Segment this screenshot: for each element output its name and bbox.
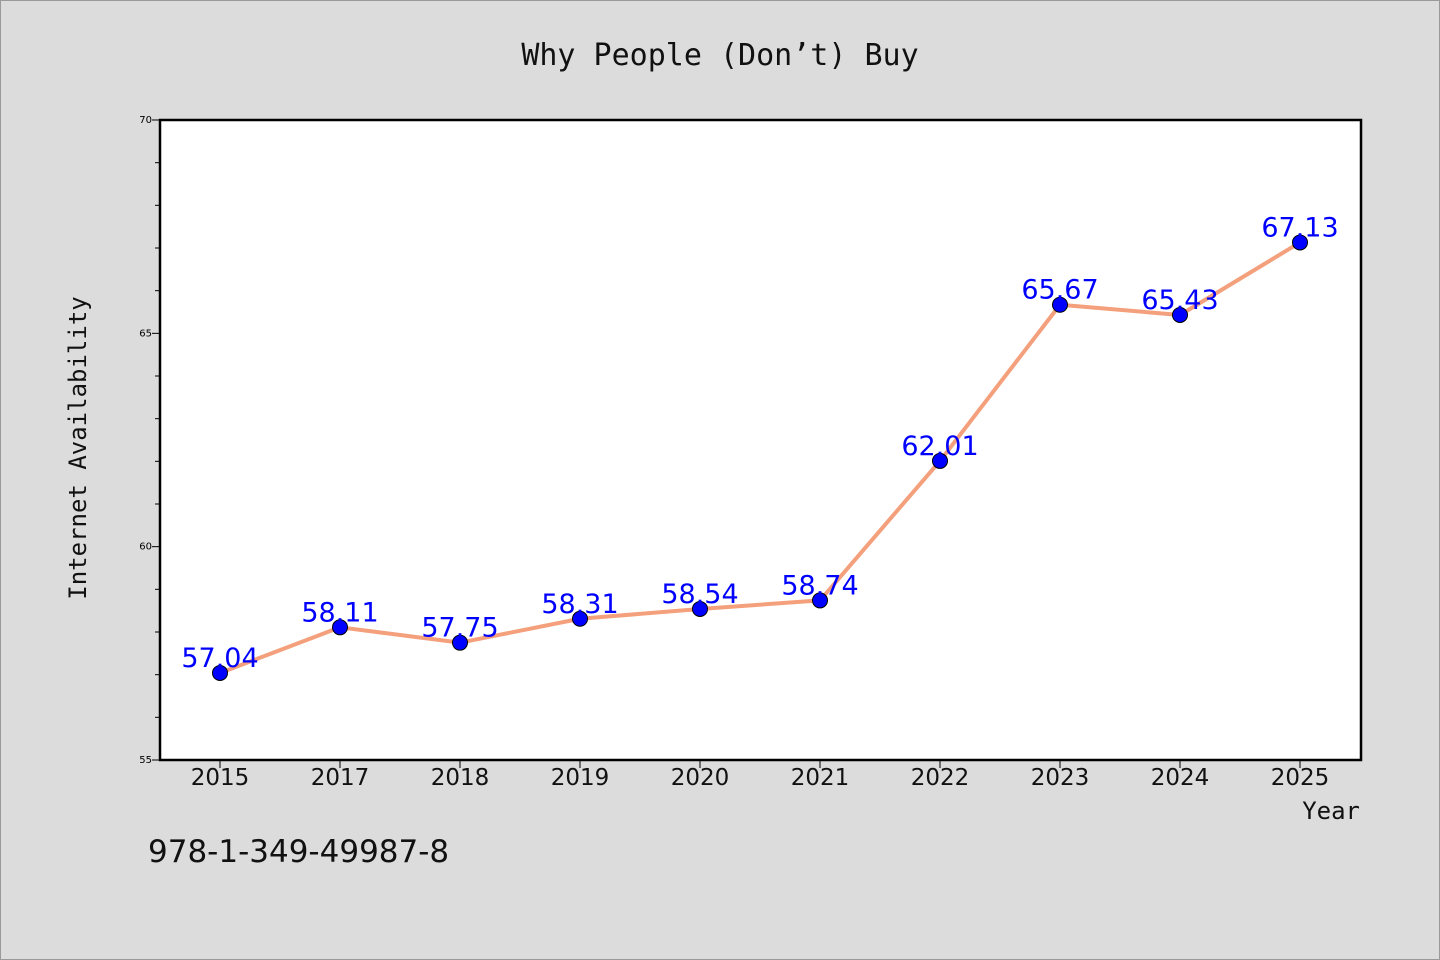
x-tick-label: 2018	[431, 765, 490, 791]
x-tick-label: 2017	[311, 765, 370, 791]
data-label: 65.67	[1021, 275, 1098, 306]
data-point	[1172, 306, 1188, 323]
x-tick-label: 2015	[191, 765, 250, 791]
x-axis-title: Year	[1302, 797, 1360, 825]
isbn-label: 978-1-349-49987-8	[148, 834, 450, 870]
y-tick-label: 65	[139, 328, 152, 339]
chart-title: Why People (Don’t) Buy	[521, 38, 919, 73]
y-tick-label: 70	[139, 115, 152, 126]
data-label: 67.13	[1261, 212, 1338, 243]
x-tick-label: 2020	[671, 765, 730, 791]
data-label: 57.04	[181, 643, 258, 674]
data-label: 65.43	[1141, 285, 1218, 316]
y-tick-label: 55	[139, 755, 152, 766]
x-tick-label: 2023	[1031, 765, 1090, 791]
data-label: 58.11	[301, 597, 378, 628]
x-tick-label: 2019	[551, 765, 610, 791]
x-tick-label: 2025	[1271, 765, 1330, 791]
data-point	[452, 634, 468, 651]
y-tick-label: 60	[139, 542, 152, 553]
data-point	[812, 592, 828, 609]
data-point	[332, 619, 348, 636]
data-label: 62.01	[901, 431, 978, 462]
data-label: 58.31	[541, 589, 618, 620]
data-label: 57.75	[421, 613, 498, 644]
data-point	[212, 664, 228, 681]
x-tick-label: 2021	[791, 765, 850, 791]
data-point	[1292, 234, 1308, 251]
data-point	[1052, 296, 1068, 313]
data-point	[572, 610, 588, 627]
data-point	[932, 452, 948, 469]
x-tick-label: 2022	[911, 765, 970, 791]
plot-frame	[158, 118, 1363, 762]
x-tick-label: 2024	[1151, 765, 1210, 791]
data-point	[692, 600, 708, 617]
series-line	[218, 240, 1302, 675]
data-label: 58.74	[781, 570, 858, 601]
data-label: 58.54	[661, 579, 738, 610]
plot-background	[160, 120, 1361, 760]
